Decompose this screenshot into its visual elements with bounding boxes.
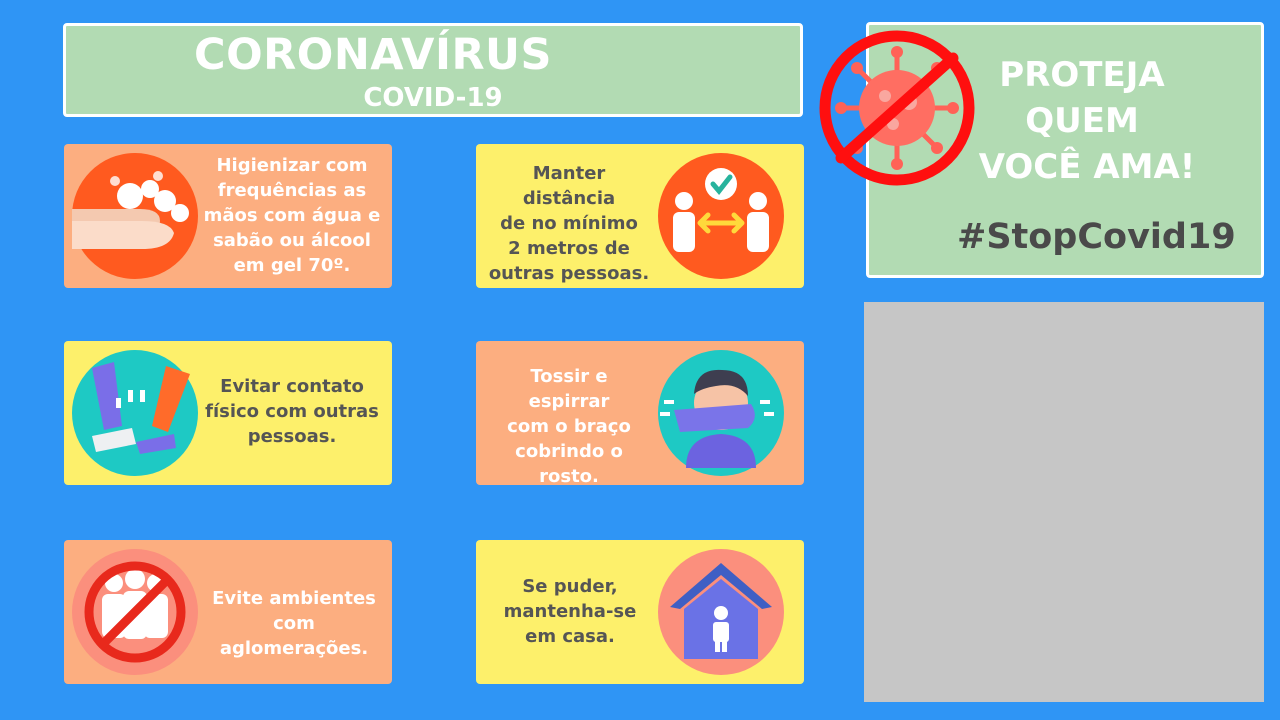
placeholder-panel xyxy=(864,302,1264,702)
card-cough-elbow: Tossir e espirrar com o braço cobrindo o… xyxy=(476,341,804,487)
stay-home-icon xyxy=(658,549,784,675)
card-avoid-contact: Evitar contato físico com outras pessoas… xyxy=(64,341,392,485)
hand-washing-icon xyxy=(72,153,198,279)
card-text: Evite ambientes com aglomerações. xyxy=(212,588,376,659)
card-text: Higienizar com frequências as mãos com á… xyxy=(203,155,381,276)
hashtag: #StopCovid19 xyxy=(957,217,1236,257)
promo-line-3: VOCÊ AMA! xyxy=(978,147,1196,187)
card-social-distance: Manter distância de no mínimo 2 metros d… xyxy=(476,144,804,288)
promo-line-1: PROTEJA xyxy=(999,55,1165,95)
card-text: Manter distância de no mínimo 2 metros d… xyxy=(488,163,650,284)
page-subtitle: COVID-19 xyxy=(363,83,503,113)
social-distance-icon xyxy=(658,153,784,279)
page-title: CORONAVÍRUS xyxy=(194,30,552,80)
no-crowd-icon xyxy=(72,549,198,675)
card-hand-washing: Higienizar com frequências as mãos com á… xyxy=(64,144,392,288)
card-text: Evitar contato físico com outras pessoas… xyxy=(205,376,379,447)
card-stay-home: Se puder, mantenha-se em casa. xyxy=(476,540,804,684)
cough-elbow-icon xyxy=(658,350,784,476)
promo-line-2: QUEM xyxy=(1025,101,1139,141)
title-banner: CORONAVÍRUS COVID-19 xyxy=(63,23,803,117)
foot-bump-icon xyxy=(72,350,198,476)
card-text: Se puder, mantenha-se em casa. xyxy=(503,576,637,647)
card-avoid-crowds: Evite ambientes com aglomerações. xyxy=(64,540,392,684)
card-text: Tossir e espirrar com o braço cobrindo o… xyxy=(507,366,631,487)
no-virus-icon xyxy=(819,30,975,186)
